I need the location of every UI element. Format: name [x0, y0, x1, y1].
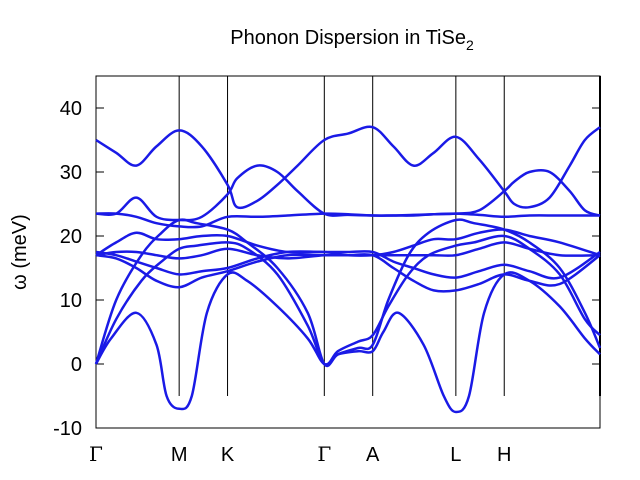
x-tick-label-3: Γ — [317, 442, 331, 466]
phonon-branch-9 — [95, 125, 601, 210]
chart-title-subscript: 2 — [466, 37, 474, 53]
x-tick-label-5: L — [450, 444, 461, 466]
phonon-branch-1 — [94, 271, 601, 414]
phonon-branch-3 — [94, 218, 602, 368]
y-tick-label-0: -10 — [53, 418, 82, 440]
x-tick-label-6: H — [497, 444, 511, 466]
y-tick-label-1: 0 — [71, 354, 82, 376]
phonon-branch-7 — [95, 228, 601, 257]
phonon-branch-5 — [95, 250, 601, 280]
x-tick-label-4: A — [366, 444, 380, 466]
y-tick-label-5: 40 — [60, 98, 82, 120]
chart-title: Phonon Dispersion in TiSe2 — [230, 27, 474, 53]
y-tick-label-3: 20 — [60, 226, 82, 248]
phonon-branch-2 — [94, 234, 601, 367]
x-tick-label-2: K — [221, 444, 235, 466]
y-tick-label-2: 10 — [60, 290, 82, 312]
chart-title-main: Phonon Dispersion in TiSe — [230, 27, 466, 49]
y-axis-label: ω (meV) — [9, 214, 31, 290]
phonon-branch-10 — [95, 164, 601, 222]
y-tick-label-4: 30 — [60, 162, 82, 184]
x-tick-label-0: Γ — [89, 442, 103, 466]
x-tick-label-1: M — [171, 444, 188, 466]
plot-area: Γ M K Γ A L H -10 0 10 20 30 40 — [53, 75, 602, 466]
